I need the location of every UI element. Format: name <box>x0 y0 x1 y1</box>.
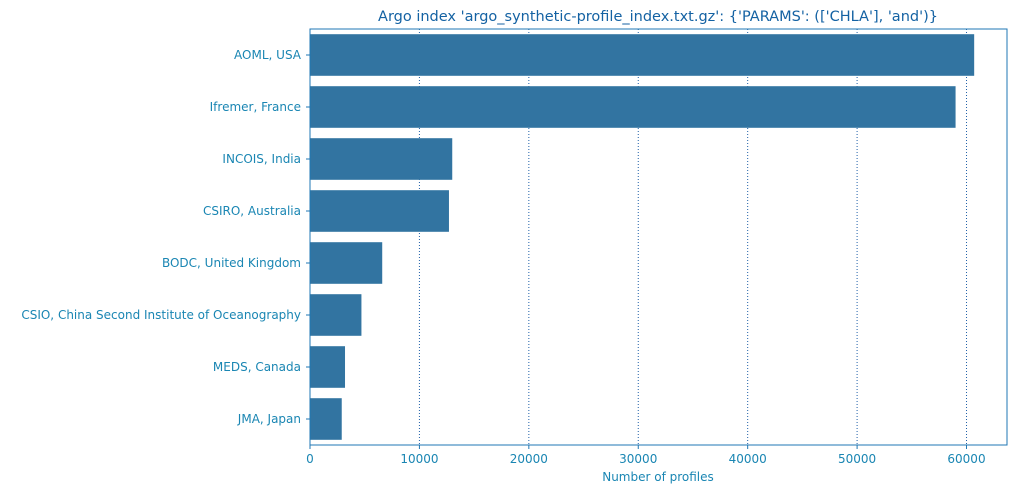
bars <box>310 34 975 440</box>
bar <box>310 190 449 232</box>
axes <box>306 28 1008 449</box>
bar <box>310 86 956 128</box>
y-tick-label: INCOIS, India <box>222 152 301 166</box>
x-tick-label: 20000 <box>510 452 548 466</box>
y-tick-label: AOML, USA <box>234 48 302 62</box>
bar <box>310 294 362 336</box>
y-tick-label: CSIRO, Australia <box>203 204 301 218</box>
x-tick-label: 60000 <box>947 452 985 466</box>
x-axis-label: Number of profiles <box>602 470 714 484</box>
y-tick-label: MEDS, Canada <box>213 360 301 374</box>
x-tick-label: 30000 <box>619 452 657 466</box>
y-tick-label: BODC, United Kingdom <box>162 256 301 270</box>
y-tick-label: CSIO, China Second Institute of Oceanogr… <box>21 308 301 322</box>
x-tick-label: 10000 <box>400 452 438 466</box>
x-tick-label: 50000 <box>838 452 876 466</box>
chart-title: Argo index 'argo_synthetic-profile_index… <box>378 9 938 25</box>
x-tick-label: 0 <box>306 452 314 466</box>
bar <box>310 398 342 440</box>
y-tick-label: JMA, Japan <box>237 412 301 426</box>
x-tick-label: 40000 <box>729 452 767 466</box>
bar <box>310 346 346 388</box>
bar <box>310 242 383 284</box>
plot-frame <box>309 28 1008 446</box>
bar <box>310 138 453 180</box>
bar <box>310 34 975 76</box>
y-tick-label: Ifremer, France <box>210 100 301 114</box>
labels: AOML, USA Ifremer, France INCOIS, India CSI… <box>21 48 985 466</box>
